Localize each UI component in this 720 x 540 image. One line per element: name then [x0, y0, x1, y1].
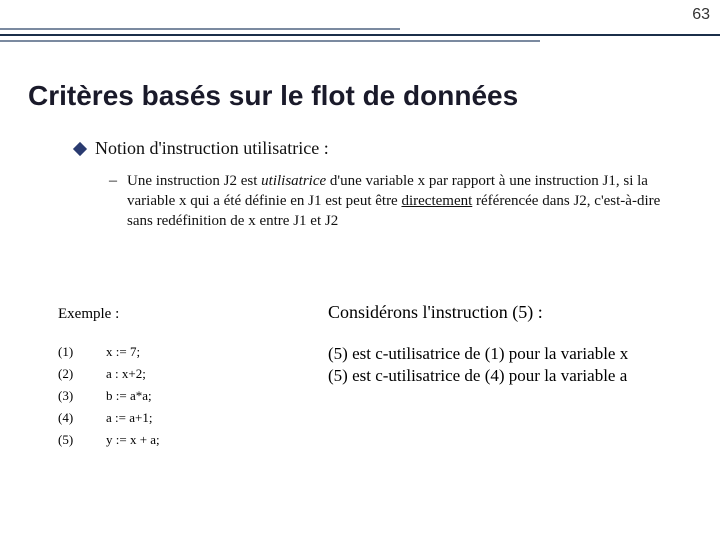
sub-italic: utilisatrice	[261, 173, 326, 189]
slide-title: Critères basés sur le flot de données	[28, 80, 518, 112]
code-row: (1) x := 7;	[58, 341, 288, 363]
sub-underline: directement	[401, 193, 472, 209]
code-line-text: a := a+1;	[106, 407, 152, 429]
code-block: (1) x := 7; (2) a : x+2; (3) b := a*a; (4) a :=…	[58, 341, 288, 451]
code-row: (3) b := a*a;	[58, 385, 288, 407]
divider-1	[0, 28, 400, 30]
bullet-item: Notion d'instruction utilisatrice :	[75, 138, 680, 159]
consider-column: Considérons l'instruction (5) : (5) est …	[328, 306, 690, 451]
lower-section: Exemple : (1) x := 7; (2) a : x+2; (3) b := a…	[58, 306, 690, 451]
sub-bullet: – Une instruction J2 est utilisatrice d'…	[109, 171, 680, 231]
code-line-number: (3)	[58, 385, 80, 407]
code-line-number: (4)	[58, 407, 80, 429]
page-number: 63	[692, 6, 710, 24]
body: Notion d'instruction utilisatrice : – Un…	[75, 138, 680, 231]
code-line-text: a : x+2;	[106, 363, 146, 385]
divider-2	[0, 34, 720, 36]
code-line-text: b := a*a;	[106, 385, 152, 407]
divider-3	[0, 40, 540, 42]
slide: 63 Critères basés sur le flot de données…	[0, 0, 720, 540]
dash-icon: –	[109, 171, 117, 191]
diamond-icon	[73, 142, 87, 156]
consider-line-2: (5) est c-utilisatrice de (4) pour la va…	[328, 365, 690, 387]
code-line-number: (1)	[58, 341, 80, 363]
consider-title: Considérons l'instruction (5) :	[328, 302, 690, 323]
code-line-number: (2)	[58, 363, 80, 385]
example-column: Exemple : (1) x := 7; (2) a : x+2; (3) b := a…	[58, 306, 288, 451]
example-label: Exemple :	[58, 306, 288, 323]
sub-pre: Une instruction J2 est	[127, 173, 261, 189]
code-row: (5) y := x + a;	[58, 429, 288, 451]
code-row: (4) a := a+1;	[58, 407, 288, 429]
code-line-text: x := 7;	[106, 341, 140, 363]
code-row: (2) a : x+2;	[58, 363, 288, 385]
consider-line-1: (5) est c-utilisatrice de (1) pour la va…	[328, 343, 690, 365]
bullet-label: Notion d'instruction utilisatrice :	[95, 138, 329, 159]
sub-text: Une instruction J2 est utilisatrice d'un…	[127, 171, 680, 231]
code-line-number: (5)	[58, 429, 80, 451]
code-line-text: y := x + a;	[106, 429, 160, 451]
